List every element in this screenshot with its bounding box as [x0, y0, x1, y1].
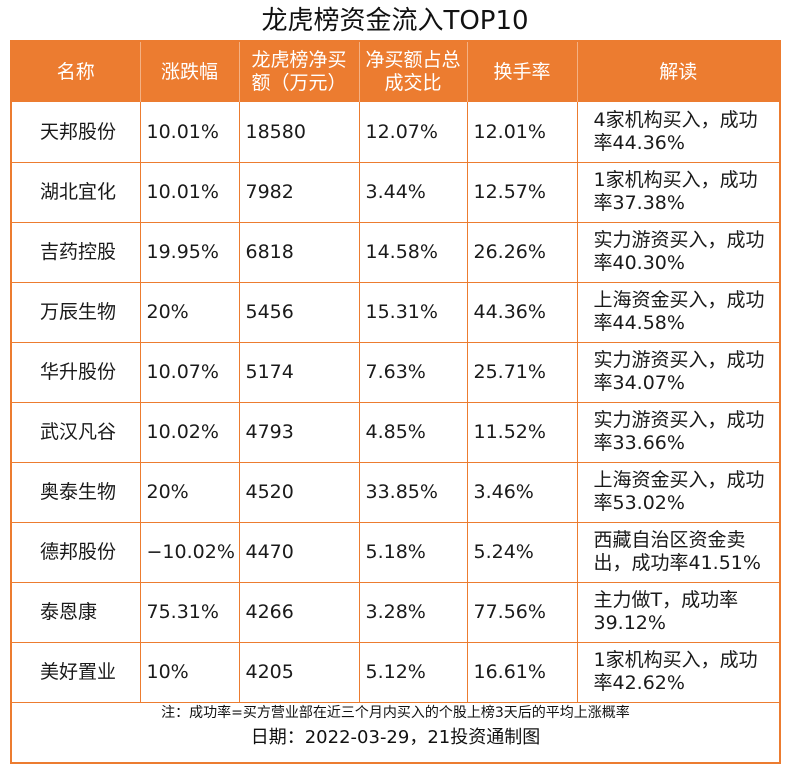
cell-ratio: 14.58% [359, 222, 468, 283]
column-header-name: 名称 [12, 42, 141, 102]
cell-change: −10.02% [140, 522, 240, 583]
cell-name: 泰恩康 [12, 582, 141, 643]
cell-ratio: 7.63% [359, 342, 468, 403]
data-table: 名称 涨跌幅 龙虎榜净买额（万元） 净买额占总成交比 换手率 解读 天邦股份 10… [12, 42, 779, 703]
cell-change: 10% [140, 642, 240, 703]
cell-name: 天邦股份 [12, 102, 141, 163]
cell-ratio: 4.85% [359, 402, 468, 463]
table-row: 湖北宜化 10.01% 7982 3.44% 12.57% 1家机构买入，成功率37.38… [12, 162, 779, 223]
column-header-net-buy: 龙虎榜净买额（万元） [239, 42, 360, 102]
cell-change: 19.95% [140, 222, 240, 283]
cell-name: 德邦股份 [12, 522, 141, 583]
date-credit: 日期：2022-03-29，21投资通制图 [250, 727, 541, 748]
table-row: 天邦股份 10.01% 18580 12.07% 12.01% 4家机构买入，成功率44.… [12, 102, 779, 163]
cell-turnover: 16.61% [467, 642, 578, 703]
cell-change: 10.01% [140, 102, 240, 163]
cell-turnover: 44.36% [467, 282, 578, 343]
cell-name: 吉药控股 [12, 222, 141, 283]
cell-turnover: 77.56% [467, 582, 578, 643]
table-row: 德邦股份 −10.02% 4470 5.18% 5.24% 西藏自治区资金卖出，成功率41… [12, 522, 779, 583]
cell-change: 20% [140, 462, 240, 523]
cell-net-buy: 4205 [239, 642, 360, 703]
table-row: 万辰生物 20% 5456 15.31% 44.36% 上海资金买入，成功率44.58% [12, 282, 779, 343]
cell-name: 华升股份 [12, 342, 141, 403]
cell-comment: 主力做T，成功率39.12% [577, 582, 779, 643]
cell-turnover: 5.24% [467, 522, 578, 583]
column-header-ratio: 净买额占总成交比 [359, 42, 468, 102]
cell-comment: 实力游资买入，成功率40.30% [577, 222, 779, 283]
cell-comment: 上海资金买入，成功率44.58% [577, 282, 779, 343]
cell-net-buy: 6818 [239, 222, 360, 283]
cell-ratio: 5.12% [359, 642, 468, 703]
cell-turnover: 11.52% [467, 402, 578, 463]
cell-comment: 西藏自治区资金卖出，成功率41.51% [577, 522, 779, 583]
cell-turnover: 3.46% [467, 462, 578, 523]
cell-turnover: 25.71% [467, 342, 578, 403]
cell-change: 20% [140, 282, 240, 343]
cell-name: 美好置业 [12, 642, 141, 703]
table-row: 华升股份 10.07% 5174 7.63% 25.71% 实力游资买入，成功率34.07… [12, 342, 779, 403]
cell-ratio: 5.18% [359, 522, 468, 583]
cell-name: 万辰生物 [12, 282, 141, 343]
table-row: 美好置业 10% 4205 5.12% 16.61% 1家机构买入，成功率42.62% [12, 642, 779, 703]
cell-ratio: 3.44% [359, 162, 468, 223]
cell-net-buy: 5456 [239, 282, 360, 343]
cell-net-buy: 18580 [239, 102, 360, 163]
cell-net-buy: 4266 [239, 582, 360, 643]
cell-change: 10.07% [140, 342, 240, 403]
cell-change: 10.02% [140, 402, 240, 463]
cell-turnover: 26.26% [467, 222, 578, 283]
cell-comment: 1家机构买入，成功率37.38% [577, 162, 779, 223]
cell-name: 奥泰生物 [12, 462, 141, 523]
cell-net-buy: 4793 [239, 402, 360, 463]
data-table-frame: 名称 涨跌幅 龙虎榜净买额（万元） 净买额占总成交比 换手率 解读 天邦股份 10… [10, 40, 781, 764]
cell-net-buy: 4520 [239, 462, 360, 523]
cell-comment: 实力游资买入，成功率34.07% [577, 342, 779, 403]
column-header-turnover: 换手率 [467, 42, 578, 102]
cell-turnover: 12.01% [467, 102, 578, 163]
table-row: 泰恩康 75.31% 4266 3.28% 77.56% 主力做T，成功率39.12% [12, 582, 779, 643]
cell-comment: 实力游资买入，成功率33.66% [577, 402, 779, 463]
cell-name: 武汉凡谷 [12, 402, 141, 463]
cell-net-buy: 5174 [239, 342, 360, 403]
cell-net-buy: 7982 [239, 162, 360, 223]
cell-ratio: 15.31% [359, 282, 468, 343]
cell-change: 75.31% [140, 582, 240, 643]
cell-name: 湖北宜化 [12, 162, 141, 223]
cell-comment: 4家机构买入，成功率44.36% [577, 102, 779, 163]
column-header-change: 涨跌幅 [140, 42, 240, 102]
table-row: 吉药控股 19.95% 6818 14.58% 26.26% 实力游资买入，成功率40.3… [12, 222, 779, 283]
cell-turnover: 12.57% [467, 162, 578, 223]
cell-ratio: 12.07% [359, 102, 468, 163]
cell-comment: 1家机构买入，成功率42.62% [577, 642, 779, 703]
footnote: 注：成功率=买方营业部在近三个月内买入的个股上榜3天后的平均上涨概率 [161, 705, 630, 721]
cell-comment: 上海资金买入，成功率53.02% [577, 462, 779, 523]
cell-ratio: 3.28% [359, 582, 468, 643]
cell-ratio: 33.85% [359, 462, 468, 523]
table-row: 奥泰生物 20% 4520 33.85% 3.46% 上海资金买入，成功率53.02% [12, 462, 779, 523]
cell-net-buy: 4470 [239, 522, 360, 583]
column-header-comment: 解读 [659, 60, 698, 83]
table-row: 武汉凡谷 10.02% 4793 4.85% 11.52% 实力游资买入，成功率33.66… [12, 402, 779, 463]
page-title: 龙虎榜资金流入TOP10 [261, 6, 529, 36]
table-header-row: 名称 涨跌幅 龙虎榜净买额（万元） 净买额占总成交比 换手率 解读 [12, 42, 779, 102]
cell-change: 10.01% [140, 162, 240, 223]
